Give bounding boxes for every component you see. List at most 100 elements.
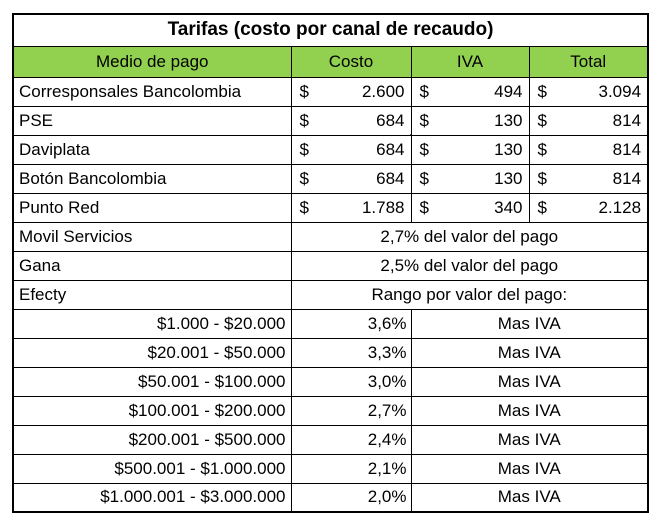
cell-value: 814: [612, 168, 642, 188]
currency-symbol: $: [537, 197, 547, 217]
header-iva[interactable]: IVA: [410, 45, 530, 78]
cell-total[interactable]: $814: [528, 105, 649, 136]
cell-percentage[interactable]: 3,6%: [290, 308, 412, 339]
cell-value: 1.788: [361, 197, 405, 217]
money-wrap: $684: [292, 107, 410, 134]
money-wrap: $814: [530, 136, 647, 163]
cell-iva[interactable]: $130: [410, 105, 530, 136]
money-wrap: $684: [292, 136, 410, 163]
cell-medio-de-pago[interactable]: Corresponsales Bancolombia: [12, 76, 292, 107]
cell-percentage[interactable]: 2,4%: [290, 424, 412, 455]
header-costo[interactable]: Costo: [290, 45, 412, 78]
cell-range[interactable]: $1.000 - $20.000: [12, 308, 292, 339]
cell-total[interactable]: $2.128: [528, 192, 649, 223]
cell-percentage[interactable]: 2,0%: [290, 482, 412, 513]
cell-costo[interactable]: $684: [290, 134, 412, 165]
cell-range[interactable]: $100.001 - $200.000: [12, 395, 292, 426]
cell-iva[interactable]: $130: [410, 163, 530, 194]
cell-note[interactable]: Mas IVA: [410, 453, 649, 484]
cell-value: 494: [494, 81, 523, 101]
currency-symbol: $: [299, 168, 309, 188]
currency-symbol: $: [299, 197, 309, 217]
money-wrap: $684: [292, 165, 410, 192]
cell-note[interactable]: Mas IVA: [410, 482, 649, 513]
cell-range[interactable]: $20.001 - $50.000: [12, 337, 292, 368]
cell-total[interactable]: $814: [528, 163, 649, 194]
cell-iva[interactable]: $340: [410, 192, 530, 223]
money-wrap: $130: [412, 107, 528, 134]
table-row: $1.000.001 - $3.000.000 2,0% Mas IVA: [12, 482, 649, 513]
cell-medio-de-pago[interactable]: Punto Red: [12, 192, 292, 223]
cell-value: 130: [494, 139, 523, 159]
money-wrap: $130: [412, 165, 528, 192]
cell-percentage[interactable]: 3,3%: [290, 337, 412, 368]
cell-range[interactable]: $200.001 - $500.000: [12, 424, 292, 455]
cell-costo[interactable]: $684: [290, 105, 412, 136]
money-wrap: $2.128: [530, 194, 647, 221]
table-title[interactable]: Tarifas (costo por canal de recaudo): [12, 13, 649, 47]
cell-medio-de-pago[interactable]: PSE: [12, 105, 292, 136]
cell-medio-de-pago[interactable]: Movil Servicios: [12, 221, 292, 252]
cell-costo[interactable]: $1.788: [290, 192, 412, 223]
cell-merged-value[interactable]: Rango por valor del pago:: [290, 279, 649, 310]
cell-percentage[interactable]: 2,7%: [290, 395, 412, 426]
cell-value: 130: [494, 168, 523, 188]
table-row: Movil Servicios 2,7% del valor del pago: [12, 221, 649, 252]
cell-medio-de-pago[interactable]: Botón Bancolombia: [12, 163, 292, 194]
table-row: $100.001 - $200.000 2,7% Mas IVA: [12, 395, 649, 426]
cell-percentage[interactable]: 2,1%: [290, 453, 412, 484]
header-total[interactable]: Total: [528, 45, 649, 78]
currency-symbol: $: [419, 110, 429, 130]
cell-note[interactable]: Mas IVA: [410, 366, 649, 397]
money-wrap: $494: [412, 78, 528, 105]
table-row: $1.000 - $20.000 3,6% Mas IVA: [12, 308, 649, 339]
cell-value: 130: [494, 110, 523, 130]
cell-costo[interactable]: $2.600: [290, 76, 412, 107]
cell-medio-de-pago[interactable]: Daviplata: [12, 134, 292, 165]
cell-iva[interactable]: $494: [410, 76, 530, 107]
money-wrap: $814: [530, 107, 647, 134]
cell-note[interactable]: Mas IVA: [410, 337, 649, 368]
fill-handle[interactable]: [408, 132, 410, 134]
currency-symbol: $: [537, 168, 547, 188]
cell-costo[interactable]: $684: [290, 163, 412, 194]
currency-symbol: $: [299, 110, 309, 130]
table-row: Daviplata $684 $130 $814: [12, 134, 649, 165]
money-wrap: $130: [412, 136, 528, 163]
cell-medio-de-pago[interactable]: Gana: [12, 250, 292, 281]
table-row: Efecty Rango por valor del pago:: [12, 279, 649, 310]
money-wrap: $340: [412, 194, 528, 221]
cell-value: 3.094: [598, 81, 642, 101]
cell-percentage[interactable]: 3,0%: [290, 366, 412, 397]
cell-range[interactable]: $500.001 - $1.000.000: [12, 453, 292, 484]
table-row: Gana 2,5% del valor del pago: [12, 250, 649, 281]
table-row: $20.001 - $50.000 3,3% Mas IVA: [12, 337, 649, 368]
cell-merged-value[interactable]: 2,7% del valor del pago: [290, 221, 649, 252]
cell-total[interactable]: $814: [528, 134, 649, 165]
cell-iva[interactable]: $130: [410, 134, 530, 165]
cell-merged-value[interactable]: 2,5% del valor del pago: [290, 250, 649, 281]
money-wrap: $1.788: [292, 194, 410, 221]
cell-medio-de-pago[interactable]: Efecty: [12, 279, 292, 310]
cell-value: 340: [494, 197, 523, 217]
currency-symbol: $: [537, 110, 547, 130]
cell-range[interactable]: $1.000.001 - $3.000.000: [12, 482, 292, 513]
cell-note[interactable]: Mas IVA: [410, 395, 649, 426]
cell-note[interactable]: Mas IVA: [410, 308, 649, 339]
table-row: $500.001 - $1.000.000 2,1% Mas IVA: [12, 453, 649, 484]
currency-symbol: $: [537, 81, 547, 101]
header-medio-de-pago[interactable]: Medio de pago: [12, 45, 292, 78]
table-row: $50.001 - $100.000 3,0% Mas IVA: [12, 366, 649, 397]
currency-symbol: $: [537, 139, 547, 159]
cell-value: 684: [376, 110, 405, 130]
cell-value: 684: [376, 168, 405, 188]
table-row: Tarifas (costo por canal de recaudo): [12, 13, 649, 47]
cell-value: 814: [612, 110, 642, 130]
table-row: Corresponsales Bancolombia $2.600 $494 $3.0…: [12, 76, 649, 107]
cell-value: 2.128: [598, 197, 642, 217]
money-wrap: $3.094: [530, 78, 647, 105]
cell-note[interactable]: Mas IVA: [410, 424, 649, 455]
cell-range[interactable]: $50.001 - $100.000: [12, 366, 292, 397]
cell-total[interactable]: $3.094: [528, 76, 649, 107]
